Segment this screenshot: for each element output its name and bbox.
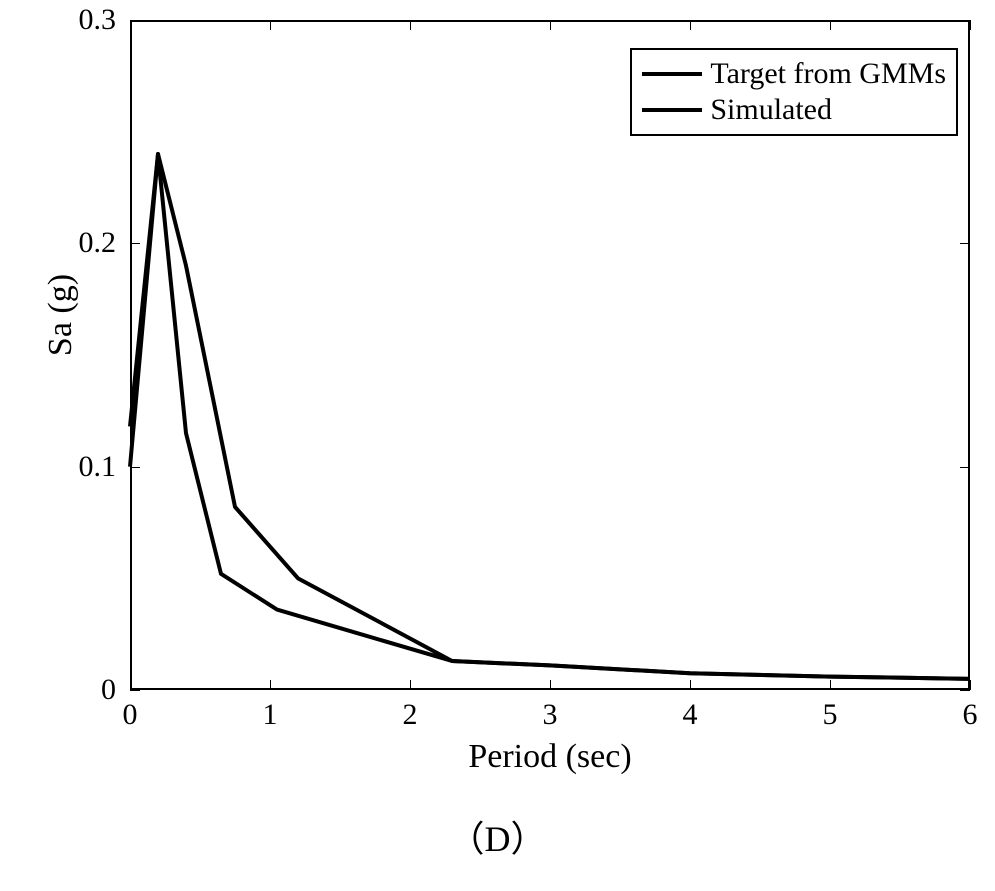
xtick-top [550, 20, 551, 30]
xtick-top [130, 20, 131, 30]
legend-label: Simulated [710, 93, 832, 127]
xtick-top [410, 20, 411, 30]
ytick-right [960, 467, 970, 468]
xtick-label: 5 [823, 698, 838, 732]
plot-area: Target from GMMsSimulated [130, 20, 970, 690]
y-axis-title: Sa (g) [42, 215, 80, 415]
xtick [130, 680, 131, 690]
legend-swatch [642, 108, 702, 112]
xtick [270, 680, 271, 690]
xtick [830, 680, 831, 690]
legend-swatch [642, 72, 702, 76]
ytick [130, 243, 140, 244]
legend-label: Target from GMMs [710, 57, 946, 91]
ytick [130, 467, 140, 468]
legend: Target from GMMsSimulated [630, 48, 958, 136]
xtick-label: 2 [403, 698, 418, 732]
xtick [410, 680, 411, 690]
ytick [130, 20, 140, 21]
xtick [970, 680, 971, 690]
xtick-label: 4 [683, 698, 698, 732]
legend-item: Target from GMMs [642, 56, 946, 92]
subplot-caption: （D） [0, 810, 995, 862]
figure: Target from GMMsSimulated 0123456 00.10.… [0, 0, 995, 891]
xtick [550, 680, 551, 690]
xtick-top [830, 20, 831, 30]
xtick-label: 1 [263, 698, 278, 732]
xtick-top [970, 20, 971, 30]
ytick [130, 690, 140, 691]
xtick [690, 680, 691, 690]
ytick-right [960, 690, 970, 691]
x-axis-title: Period (sec) [130, 738, 970, 776]
series-line [130, 154, 970, 679]
xtick-top [690, 20, 691, 30]
xtick-label: 0 [123, 698, 138, 732]
xtick-label: 6 [963, 698, 978, 732]
xtick-top [270, 20, 271, 30]
xtick-label: 3 [543, 698, 558, 732]
ytick-right [960, 243, 970, 244]
series-line [130, 154, 970, 679]
legend-item: Simulated [642, 92, 946, 128]
ytick-right [960, 20, 970, 21]
